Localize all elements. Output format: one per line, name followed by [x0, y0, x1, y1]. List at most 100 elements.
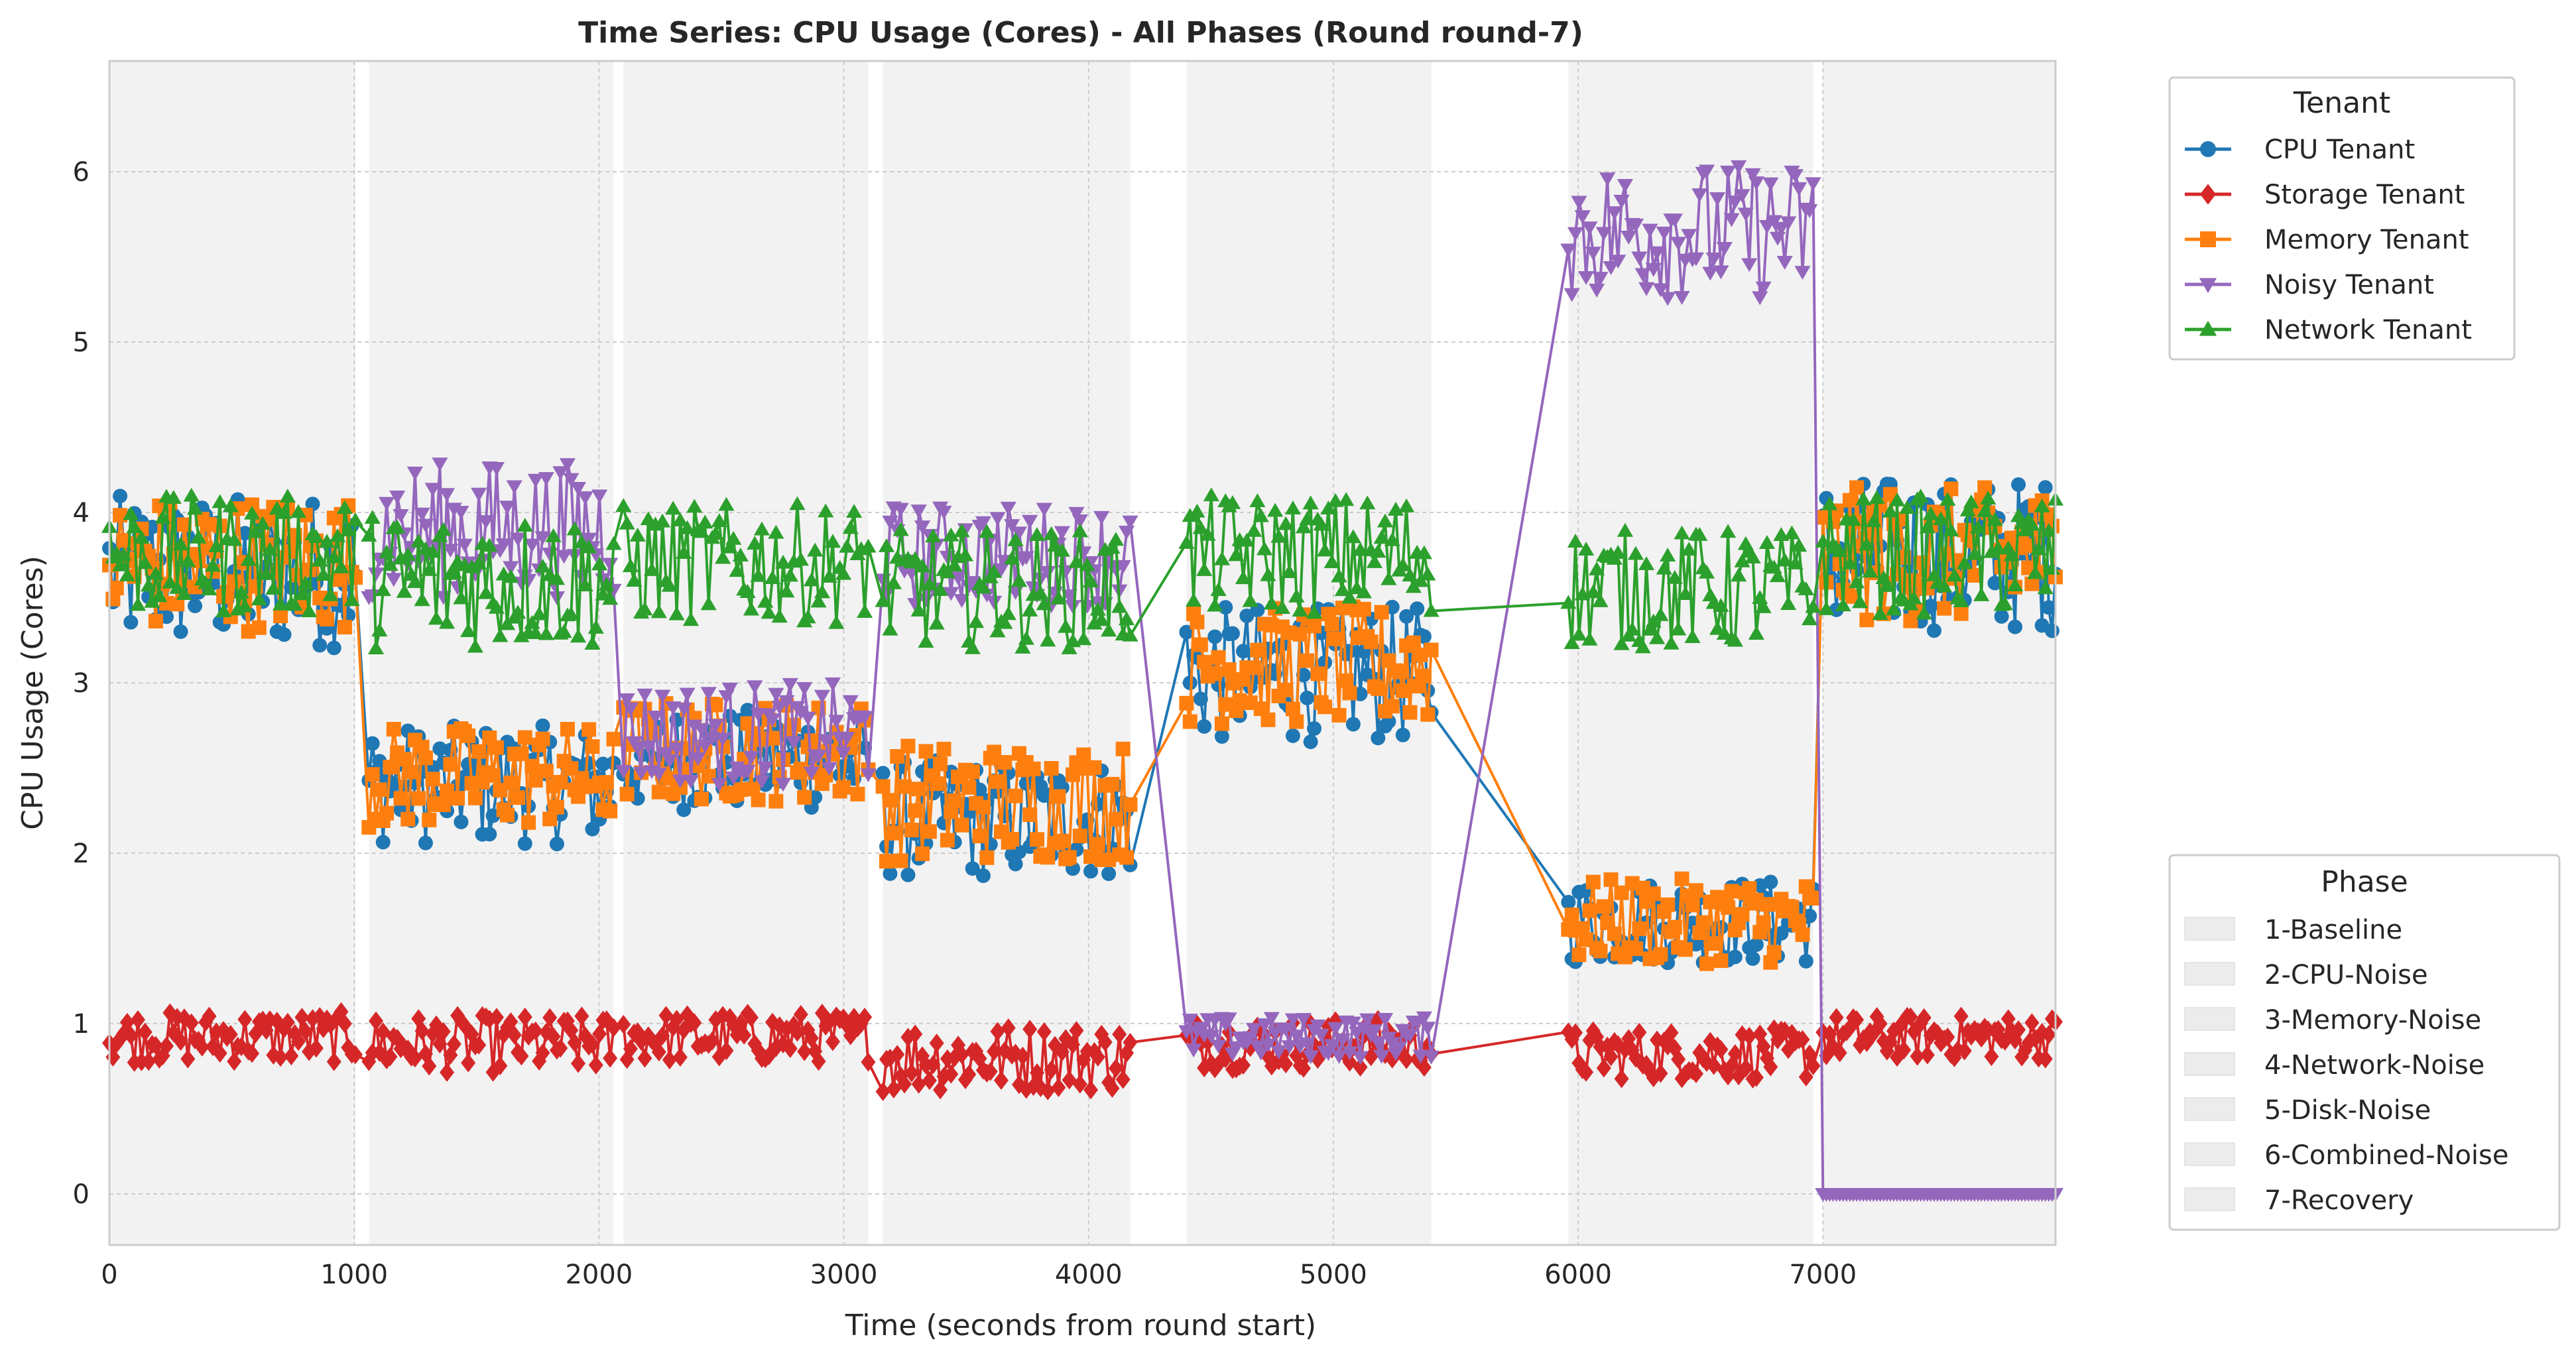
data-point [432, 741, 448, 756]
data-point [1660, 548, 1676, 562]
data-point [1090, 837, 1105, 852]
data-point [587, 619, 604, 634]
data-point [201, 581, 217, 595]
data-point [1101, 866, 1117, 881]
data-point [1416, 1011, 1432, 1026]
data-point [428, 611, 445, 625]
data-point [936, 741, 951, 756]
data-point [588, 1055, 603, 1075]
data-point [418, 835, 433, 851]
data-point [676, 545, 692, 559]
data-point [1416, 668, 1432, 683]
data-point [1118, 525, 1135, 540]
data-point [1008, 788, 1023, 803]
data-point [535, 1043, 550, 1063]
data-point [495, 538, 512, 553]
data-point [1370, 1036, 1386, 1051]
data-point [1213, 551, 1231, 565]
data-point [305, 497, 320, 512]
data-point [1755, 599, 1772, 613]
data-point [517, 836, 532, 851]
data-point [1253, 508, 1269, 522]
data-point [2024, 576, 2040, 591]
data-point [914, 520, 931, 535]
series-memory-tenant [102, 480, 2063, 971]
data-point [1652, 283, 1669, 298]
data-point [524, 538, 540, 553]
data-point [940, 833, 955, 848]
data-point [694, 792, 709, 807]
data-point [800, 609, 816, 624]
data-point [1660, 292, 1676, 306]
data-point [1631, 251, 1648, 266]
data-point [517, 1007, 532, 1027]
data-point [237, 598, 253, 613]
data-point [1977, 480, 1993, 495]
data-point [400, 811, 416, 827]
data-point [2011, 477, 2026, 492]
data-point [774, 778, 792, 792]
data-point [1798, 953, 1813, 969]
data-point [534, 558, 551, 573]
data-point [778, 695, 795, 709]
data-point [761, 605, 777, 619]
data-point [1093, 510, 1110, 525]
data-point [1371, 681, 1386, 696]
data-point [151, 588, 168, 603]
data-point [965, 764, 980, 780]
data-point [1959, 503, 1976, 516]
data-point [1589, 283, 1605, 298]
data-point [1192, 520, 1209, 534]
data-point [141, 1051, 156, 1071]
data-point [1987, 512, 2003, 526]
data-point [222, 498, 239, 512]
data-point [764, 570, 781, 584]
data-point [1334, 1033, 1351, 1047]
data-point [721, 682, 738, 697]
data-point [1072, 1075, 1087, 1094]
data-point [1111, 599, 1128, 613]
data-point [524, 615, 540, 629]
data-point [1937, 601, 1952, 616]
data-point [1664, 1023, 1679, 1043]
data-point [640, 740, 656, 755]
data-point [599, 775, 614, 790]
data-point [1963, 494, 1980, 508]
data-point [1638, 556, 1655, 571]
data-point [1302, 495, 1319, 510]
data-point [584, 636, 601, 650]
data-point [1260, 567, 1276, 581]
data-point [922, 1071, 937, 1091]
data-point [1211, 650, 1226, 665]
data-point [1973, 587, 1990, 601]
data-point [857, 711, 873, 725]
data-point [1927, 623, 1942, 638]
data-point [1207, 597, 1223, 612]
data-point [1112, 1024, 1127, 1044]
data-point [961, 780, 977, 795]
data-point [453, 590, 469, 605]
data-point [1791, 182, 1808, 196]
data-point [383, 760, 398, 775]
data-point [1391, 1041, 1408, 1055]
data-point [1815, 534, 1831, 548]
data-point [322, 587, 339, 601]
data-point [364, 510, 381, 524]
data-point [566, 521, 583, 536]
data-point [378, 497, 395, 511]
data-point [1862, 563, 1878, 578]
data-point [1228, 547, 1245, 562]
data-point [668, 742, 685, 756]
data-point [697, 514, 713, 529]
data-point [743, 1008, 759, 1028]
data-point [807, 542, 824, 557]
data-point [1179, 695, 1194, 711]
data-point [1912, 489, 1929, 503]
data-point [1323, 554, 1340, 568]
data-point [1773, 221, 1790, 236]
data-point [1758, 535, 1776, 550]
data-point [1741, 258, 1758, 272]
data-point [1946, 567, 1963, 582]
data-point [1634, 639, 1651, 654]
data-point [1724, 884, 1739, 899]
